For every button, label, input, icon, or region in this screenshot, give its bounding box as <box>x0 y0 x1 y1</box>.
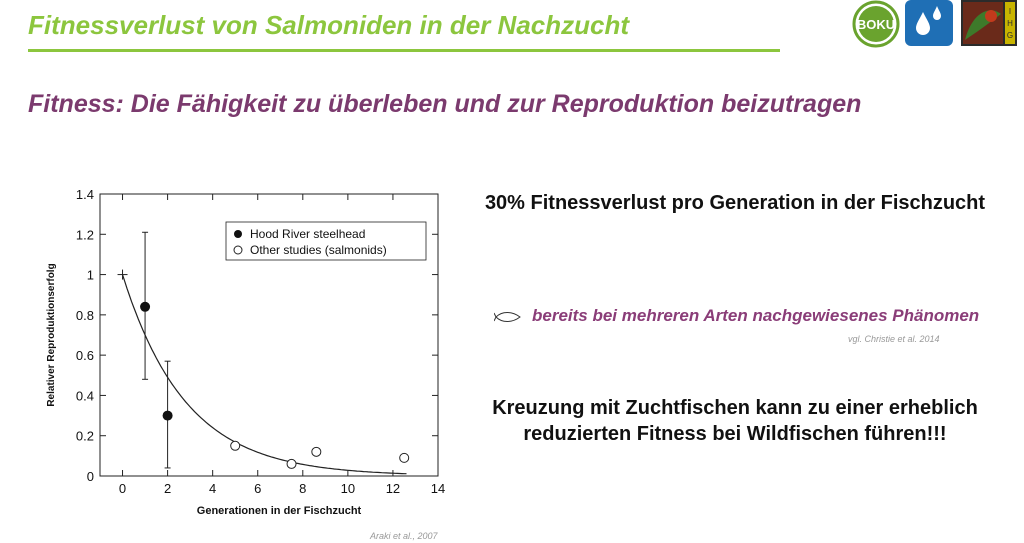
y-tick-label: 1.2 <box>76 227 94 242</box>
svg-text:BOKU: BOKU <box>857 17 895 32</box>
water-drops-logo <box>905 0 953 46</box>
fit-curve <box>121 274 407 475</box>
y-tick-label: 0.6 <box>76 348 94 363</box>
y-tick-label: 0.4 <box>76 388 94 403</box>
data-point-other-studies <box>311 446 322 457</box>
x-tick-label: 2 <box>164 481 171 496</box>
x-tick-label: 14 <box>431 481 445 496</box>
svg-text:I: I <box>1009 7 1011 16</box>
data-point-other-studies <box>230 440 241 451</box>
legend-marker <box>234 230 242 238</box>
y-tick-label: 0.8 <box>76 308 94 323</box>
boku-logo: BOKU <box>852 0 900 48</box>
legend-marker <box>233 245 243 255</box>
legend-label: Hood River steelhead <box>250 227 365 241</box>
citation-araki: Araki et al., 2007 <box>370 531 438 541</box>
slide-title: Fitnessverlust von Salmoniden in der Nac… <box>28 10 630 40</box>
svg-text:H: H <box>1007 19 1013 28</box>
x-tick-label: 4 <box>209 481 216 496</box>
fitness-chart: 0 2 4 6 8 10 12 14 0 0.2 0.4 0.6 0.8 1 1.2 1.4 Generatio… <box>46 187 445 517</box>
y-tick-label: 0.2 <box>76 429 94 444</box>
data-point-hood-river <box>162 410 173 421</box>
x-tick-label: 6 <box>254 481 261 496</box>
svg-text:G: G <box>1007 31 1013 40</box>
y-axis-label: Relativer Reproduktionserfolg <box>46 263 57 406</box>
bullet-item: bereits bei mehreren Arten nachgewiesene… <box>494 306 979 326</box>
x-tick-label: 8 <box>299 481 306 496</box>
y-tick-label: 0 <box>87 469 94 484</box>
headline-crossbreeding: Kreuzung mit Zuchtfischen kann zu einer … <box>492 397 978 445</box>
headline-fitness-loss: 30% Fitnessverlust pro Generation in der… <box>484 192 986 214</box>
title-underline <box>28 49 780 52</box>
fish-outline-icon <box>494 311 521 322</box>
data-point-other-studies <box>399 452 410 463</box>
logo-bar: BOKU I H G <box>852 0 1024 48</box>
ihg-logo: I H G <box>961 0 1017 46</box>
x-tick-label: 0 <box>119 481 126 496</box>
legend-label: Other studies (salmonids) <box>250 243 387 257</box>
data-point-hood-river <box>140 301 151 312</box>
slide-subtitle: Fitness: Die Fähigkeit zu überleben und … <box>28 90 862 118</box>
bullet-text: bereits bei mehreren Arten nachgewiesene… <box>532 306 980 325</box>
y-tick-label: 1 <box>87 268 94 283</box>
y-tick-label: 1.4 <box>76 187 94 202</box>
citation-christie: vgl. Christie et al. 2014 <box>848 334 940 344</box>
x-axis-label: Generationen in der Fischzucht <box>197 505 362 517</box>
x-tick-label: 10 <box>341 481 355 496</box>
data-point-other-studies <box>286 458 297 469</box>
x-tick-label: 12 <box>386 481 400 496</box>
plot-frame <box>99 193 439 477</box>
legend-box <box>225 221 427 261</box>
